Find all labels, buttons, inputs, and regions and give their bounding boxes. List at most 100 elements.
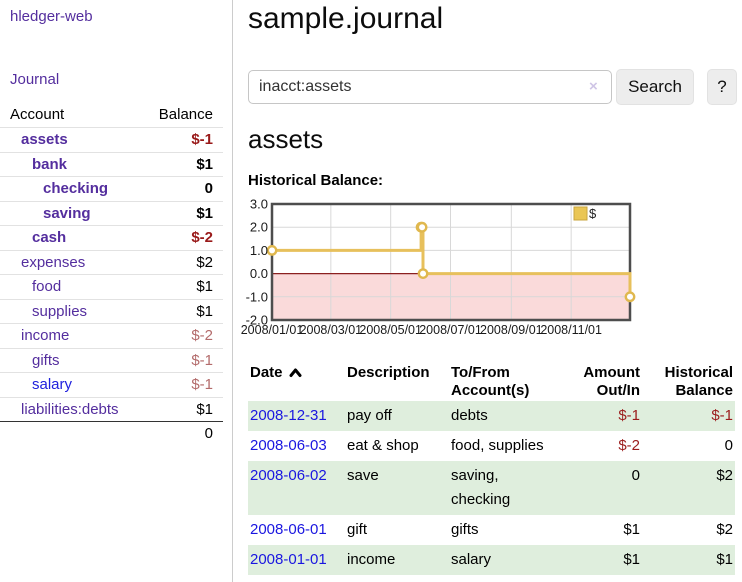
app-title-link[interactable]: hledger-web: [10, 8, 93, 25]
clear-search-icon[interactable]: ×: [589, 78, 598, 95]
transaction-date-link[interactable]: 2008-06-01: [250, 521, 327, 538]
account-link[interactable]: gifts: [32, 351, 60, 369]
chart-title: Historical Balance:: [248, 172, 384, 189]
account-balance: $1: [196, 278, 213, 296]
svg-text:-2.0: -2.0: [246, 313, 268, 328]
transaction-amount: 0: [631, 467, 640, 484]
transaction-accounts: food, supplies: [451, 437, 544, 454]
account-link[interactable]: food: [32, 278, 62, 296]
transaction-amount: $-2: [618, 437, 640, 454]
transaction-balance: $-1: [711, 407, 733, 424]
help-button[interactable]: ?: [707, 69, 737, 105]
transaction-amount: $1: [623, 521, 640, 538]
transaction-amount: $1: [623, 551, 640, 568]
transaction-balance: $2: [716, 467, 733, 484]
account-link[interactable]: saving: [43, 204, 91, 222]
historical-balance-column-header: Historical Balance: [664, 364, 733, 399]
account-link[interactable]: checking: [43, 180, 109, 198]
transaction-accounts: saving, checking: [451, 467, 511, 508]
account-row-gifts: gifts $-1: [0, 347, 223, 373]
transaction-date-link[interactable]: 2008-12-31: [250, 407, 327, 424]
svg-text:$: $: [589, 206, 597, 221]
account-balance: $-2: [191, 229, 213, 247]
svg-text:2008/01/01: 2008/01/01: [241, 323, 304, 337]
account-link[interactable]: cash: [32, 229, 67, 247]
transaction-date-link[interactable]: 2008-06-03: [250, 437, 327, 454]
account-link[interactable]: salary: [32, 376, 73, 394]
transaction-description: income: [347, 551, 396, 568]
account-balance: $-1: [191, 131, 213, 149]
transaction-row[interactable]: 2008-06-03 eat & shop food, supplies $-2 0: [248, 431, 735, 461]
search-button[interactable]: Search: [616, 69, 694, 105]
svg-text:2008/09/01: 2008/09/01: [480, 323, 543, 337]
transaction-description: save: [347, 467, 379, 484]
account-balance: $-1: [191, 376, 213, 394]
page-title: sample.journal: [248, 2, 444, 35]
account-link[interactable]: liabilities:debts: [21, 400, 119, 418]
svg-text:2008/07/01: 2008/07/01: [419, 323, 482, 337]
account-balance: $1: [196, 155, 213, 173]
account-balance: $1: [196, 204, 213, 222]
chart-canvas: $3.0 2.0 1.0 0.0 -1.0 -2.02008/01/012008/03/0…: [241, 197, 636, 337]
account-link[interactable]: assets: [21, 131, 68, 149]
sidebar: hledger-web Journal Account Balance asse…: [0, 0, 233, 582]
svg-text:2008/05/01: 2008/05/01: [359, 323, 422, 337]
transaction-balance: $1: [716, 551, 733, 568]
accounts-total-row: 0: [0, 421, 223, 445]
svg-text:2008/11/01: 2008/11/01: [540, 323, 602, 337]
accounts-total-value: 0: [204, 425, 213, 442]
date-header-label: Date: [250, 364, 283, 381]
account-row-expenses: expenses $2: [0, 249, 223, 275]
account-link[interactable]: bank: [32, 155, 68, 173]
transaction-balance: $2: [716, 521, 733, 538]
svg-text:2008/03/01: 2008/03/01: [300, 323, 363, 337]
date-column-header[interactable]: Date: [248, 362, 345, 401]
transaction-description: eat & shop: [347, 437, 419, 454]
account-column-header: Account: [10, 106, 65, 123]
transactions-header-row: Date Description To/From Account(s) Amou…: [248, 362, 735, 401]
account-row-salary: salary $-1: [0, 372, 223, 397]
svg-text:3.0: 3.0: [250, 198, 268, 212]
account-balance: $-1: [191, 351, 213, 369]
transaction-description: gift: [347, 521, 368, 538]
account-balance: $2: [196, 253, 213, 271]
transaction-date-link[interactable]: 2008-06-02: [250, 467, 327, 484]
account-balance: $1: [196, 400, 213, 418]
description-column-header: Description: [347, 364, 430, 381]
account-link[interactable]: supplies: [32, 302, 88, 320]
account-row-checking: checking 0: [0, 176, 223, 201]
transaction-accounts: salary: [451, 551, 492, 568]
accounts-table-header: Account Balance: [0, 103, 223, 127]
account-row-income: income $-2: [0, 323, 223, 348]
account-balance: $1: [196, 302, 213, 320]
transaction-accounts: gifts: [451, 521, 479, 538]
transaction-row[interactable]: 2008-01-01 income salary $1 $1: [248, 545, 735, 575]
account-row-food: food $1: [0, 274, 223, 299]
transaction-date-link[interactable]: 2008-01-01: [250, 551, 327, 568]
amount-column-header: Amount Out/In: [583, 364, 640, 399]
account-link[interactable]: expenses: [21, 253, 86, 271]
transaction-row[interactable]: 2008-06-02 save saving, checking 0 $2: [248, 461, 735, 515]
accounts-table: Account Balance assets $-1 bank $1 checking 0…: [0, 103, 223, 445]
account-row-assets: assets $-1: [0, 127, 223, 152]
svg-text:-1.0: -1.0: [246, 289, 268, 304]
transaction-row[interactable]: 2008-12-31 pay off debts $-1 $-1: [248, 401, 735, 431]
svg-text:2.0: 2.0: [250, 220, 268, 235]
tofrom-column-header: To/From Account(s): [451, 364, 530, 399]
account-row-bank: bank $1: [0, 151, 223, 177]
transaction-accounts: debts: [451, 407, 488, 424]
account-link[interactable]: income: [21, 327, 70, 345]
balance-column-header: Balance: [158, 106, 213, 123]
account-row-liabilities-debts: liabilities:debts $1: [0, 396, 223, 422]
sort-ascending-icon: [289, 365, 302, 383]
transaction-description: pay off: [347, 407, 392, 424]
search-input[interactable]: [248, 70, 612, 104]
transaction-row[interactable]: 2008-06-01 gift gifts $1 $2: [248, 515, 735, 545]
account-row-cash: cash $-2: [0, 225, 223, 250]
account-balance: $-2: [191, 327, 213, 345]
transaction-amount: $-1: [618, 407, 640, 424]
svg-text:0.0: 0.0: [250, 266, 268, 281]
sidebar-item-journal[interactable]: Journal: [10, 71, 60, 88]
transaction-balance: 0: [724, 437, 733, 454]
transactions-table: Date Description To/From Account(s) Amou…: [248, 362, 735, 575]
